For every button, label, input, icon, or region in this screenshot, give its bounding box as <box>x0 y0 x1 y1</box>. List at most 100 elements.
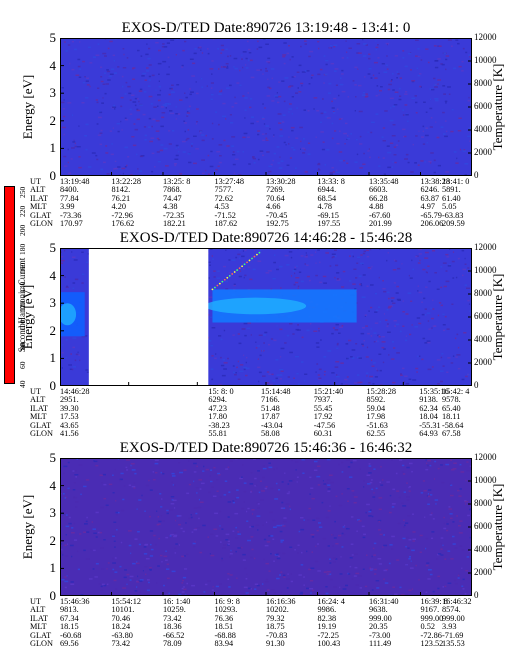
y-tick-label: 4 <box>49 267 57 283</box>
ephemeris-value: 79.32 <box>266 613 285 623</box>
ephemeris-value: 9986. <box>317 605 337 615</box>
ephemeris-value: 16: 1:40 <box>163 597 191 606</box>
ephemeris-label: ILAT <box>30 403 48 413</box>
ephemeris-value: 60.31 <box>313 428 333 438</box>
ephemeris-value: 78.09 <box>163 638 182 648</box>
spectrogram-plot <box>60 458 472 596</box>
ephemeris-label: GLON <box>30 218 54 228</box>
ephemeris-value: 39.30 <box>60 403 79 413</box>
ephemeris-row: ILAT 39.30 47.23 51.48 55.45 59.04 62.34 65.40 <box>30 403 500 413</box>
y2-tick-label: 10000 <box>474 55 497 65</box>
colorbar-tick: 40 <box>18 380 27 389</box>
ephemeris-value: 6246. <box>420 185 440 195</box>
ephemeris-label: ALT <box>30 605 46 615</box>
spectrogram-speckle <box>60 458 472 596</box>
ephemeris-label: ALT <box>30 395 46 405</box>
ephemeris-value: 68.54 <box>317 193 337 203</box>
y2-tick-label: 2000 <box>474 357 492 367</box>
ephemeris-value: 8592. <box>366 395 386 405</box>
ephemeris-label: MLT <box>30 202 47 212</box>
ephemeris-value: 4.88 <box>369 202 384 212</box>
y2-tick-label: 10000 <box>474 265 497 275</box>
ephemeris-value: 18.75 <box>266 622 285 632</box>
ephemeris-value: 9578. <box>442 395 461 405</box>
ephemeris-value: 16:31:40 <box>369 597 399 606</box>
ephemeris-value: 4.78 <box>317 202 333 212</box>
ephemeris-row: MLT 18.15 18.24 18.36 18.51 18.75 19.19 20.35 0.… <box>30 622 500 632</box>
ephemeris-value: 4.20 <box>111 202 127 212</box>
y2-tick-label: 8000 <box>474 78 492 88</box>
ephemeris-value: 6944. <box>317 185 337 195</box>
ephemeris-value: 8574. <box>442 605 461 615</box>
ephemeris-value: 201.99 <box>369 218 392 228</box>
ephemeris-value: 51.48 <box>261 403 280 413</box>
ephemeris-value: 18.36 <box>163 622 182 632</box>
spectrogram-speckle <box>60 38 472 176</box>
y-tick-label: 0 <box>49 588 57 603</box>
ephemeris-value: 65.40 <box>442 403 461 413</box>
ephemeris-value: 9138. <box>419 395 438 405</box>
y-tick-label: 3 <box>49 295 57 311</box>
ephemeris-value: 13:35:48 <box>369 177 399 186</box>
ephemeris-value: -55.31 <box>419 420 441 430</box>
y-tick-label: 4 <box>49 477 57 493</box>
ephemeris-value: 13:33: 8 <box>317 177 345 186</box>
ephemeris-value: -51.63 <box>366 420 388 430</box>
y2-tick-label: 12000 <box>474 452 497 462</box>
ephemeris-value: 17.80 <box>208 412 227 422</box>
y2-tick-label: 0 <box>474 380 479 390</box>
ephemeris-value: 19.19 <box>317 622 337 632</box>
ephemeris-value: 13:22:28 <box>111 177 142 186</box>
ephemeris-value: 135.53 <box>442 638 465 648</box>
ephemeris-value: 4.38 <box>163 202 178 212</box>
ephemeris-value: -73.36 <box>60 210 82 220</box>
ephemeris-value: 76.36 <box>214 613 234 623</box>
ephemeris-row: ALT 8400. 8142. 7868. 7577. 7269. 6944. 6603. 62… <box>30 185 500 195</box>
ephemeris-value: -73.00 <box>369 630 391 640</box>
y2-tick-label: 0 <box>474 170 479 180</box>
ephemeris-value: 111.49 <box>369 638 392 648</box>
ephemeris-value: -58.64 <box>442 420 464 430</box>
ephemeris-value: 10202. <box>266 605 289 615</box>
ephemeris-value: 7937. <box>313 395 333 405</box>
ephemeris-row: ALT 2951. 6294. 7166. 7937. 8592. 9138. 9578. <box>30 395 500 405</box>
ephemeris-row: GLON 69.56 73.42 78.09 83.94 91.30 100.43 111.4… <box>30 638 500 648</box>
chart-title: EXOS-D/TED Date:890726 15:46:36 - 16:46:… <box>119 440 413 456</box>
colorbar-tick: 220 <box>18 205 27 217</box>
ephemeris-label: GLAT <box>30 210 52 220</box>
y-tick-label: 1 <box>49 140 57 156</box>
ephemeris-value: 10101. <box>111 605 135 615</box>
ephemeris-value: 10293. <box>214 605 238 615</box>
ephemeris-value: -63.80 <box>111 630 133 640</box>
ephemeris-value: 63.87 <box>420 193 440 203</box>
y-axis-label: Energy [eV] <box>20 284 35 350</box>
ephemeris-value: 187.62 <box>214 218 238 228</box>
ephemeris-value: 999.00 <box>369 613 392 623</box>
ephemeris-value: -72.25 <box>317 630 339 640</box>
y-tick-label: 0 <box>49 168 57 183</box>
ephemeris-label: ILAT <box>30 193 48 203</box>
y2-tick-label: 4000 <box>474 544 492 554</box>
ephemeris-value: 0.52 <box>420 622 436 632</box>
ephemeris-label: GLAT <box>30 630 52 640</box>
ephemeris-value: 18.04 <box>419 412 438 422</box>
ephemeris-value: 17.92 <box>313 412 333 422</box>
ephemeris-value: 91.30 <box>266 638 285 648</box>
ephemeris-value: 17.87 <box>261 412 280 422</box>
ephemeris-value: 16:24: 4 <box>317 597 345 606</box>
ephemeris-row: MLT 17.53 17.80 17.87 17.92 17.98 18.04 18.11 <box>30 412 500 422</box>
ephemeris-value: 67.58 <box>442 428 461 438</box>
ephemeris-value: 8142. <box>111 185 131 195</box>
ephemeris-value: 7166. <box>261 395 280 405</box>
ephemeris-value: 9638. <box>369 605 388 615</box>
y2-tick-label: 2000 <box>474 567 492 577</box>
ephemeris-value: 100.43 <box>317 638 341 648</box>
ephemeris-value: 18.24 <box>111 622 131 632</box>
y2-axis-label: Temperature [K] <box>490 273 505 361</box>
y-tick-label: 2 <box>49 112 57 128</box>
ephemeris-value: 10259. <box>163 605 186 615</box>
ephemeris-value: -72.86 <box>420 630 442 640</box>
ephemeris-label: GLAT <box>30 420 52 430</box>
spectrogram-svg <box>60 38 472 176</box>
ephemeris-value: -70.45 <box>266 210 288 220</box>
